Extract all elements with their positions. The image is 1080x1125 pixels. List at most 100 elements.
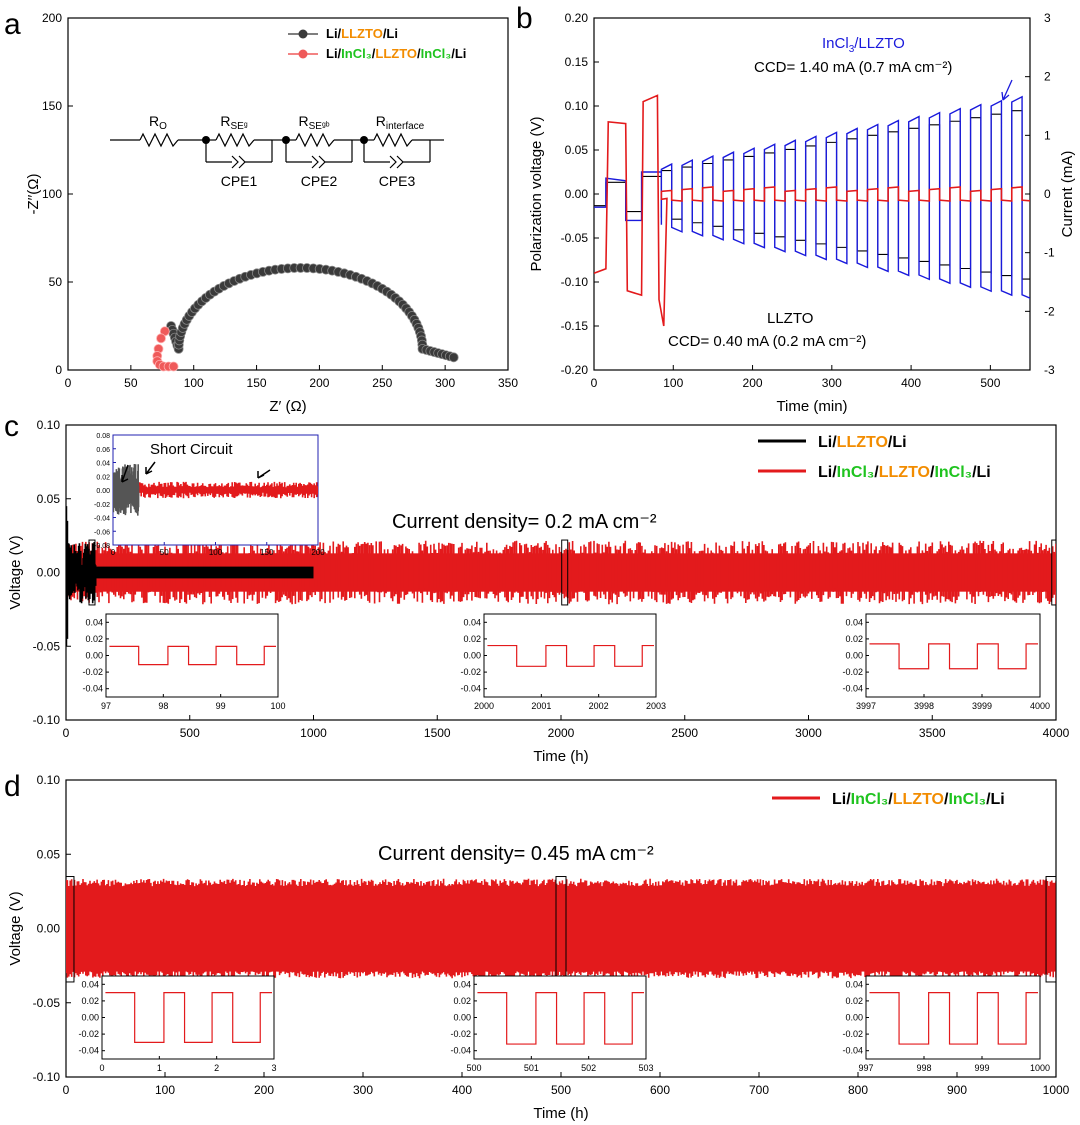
- panel-letter: a: [4, 8, 21, 41]
- inset-x-tick-label: 998: [916, 1063, 931, 1073]
- cpe-symbol: [231, 155, 246, 169]
- legend-marker: [298, 49, 308, 59]
- y-tick-label: -0.20: [561, 363, 589, 377]
- x-tick-label: 500: [980, 376, 1000, 390]
- x-tick-label: 1500: [424, 726, 451, 740]
- x-tick-label: 4000: [1043, 726, 1070, 740]
- inset-y-tick-label: 0.00: [96, 488, 110, 495]
- legend-text-part: Li/: [818, 464, 837, 481]
- inset-y-tick-label: 0.02: [845, 996, 863, 1006]
- inset-x-tick-label: 3997: [856, 701, 876, 711]
- panel-d-axes: 0 100 200 300 400 500 600 700 800 900 1000 -0.10 -0.…: [7, 773, 1070, 1122]
- series-current-line: [594, 110, 1030, 280]
- inset-x-tick-label: 99: [216, 701, 226, 711]
- cpe-label: CPE2: [301, 173, 338, 189]
- inset-y-tick-label: -0.02: [460, 667, 481, 677]
- inset-arrow: [257, 469, 271, 479]
- plot-area: [66, 506, 1056, 647]
- y2-tick-label: -2: [1044, 304, 1055, 318]
- resistor-label: Rinterface: [376, 113, 425, 132]
- legend-text-part: InCl₃: [421, 46, 452, 61]
- x-tick-label: 3500: [919, 726, 946, 740]
- inset-x-tick-label: 999: [974, 1063, 989, 1073]
- zoom-marker: [1045, 876, 1056, 983]
- inset-y-tick-label: 0.02: [845, 634, 863, 644]
- inset-y-tick-label: -0.04: [842, 684, 863, 694]
- inset-x-tick-label: 1: [157, 1063, 162, 1073]
- legend-text-part: LLZTO: [375, 46, 417, 61]
- x-tick-label: 0: [63, 1083, 70, 1097]
- y-tick-label: -0.10: [33, 1070, 61, 1084]
- legend-text-part: InCl₃: [341, 46, 372, 61]
- legend-text-part: /: [874, 464, 879, 481]
- legend-text-part: InCl₃: [837, 464, 875, 481]
- inset-arrow: [121, 464, 129, 483]
- x-tick-label: 500: [551, 1083, 571, 1097]
- cpe-symbol: [389, 155, 404, 169]
- voltage-band-black: [66, 566, 314, 579]
- legend-text-part: /: [372, 46, 376, 61]
- x-tick-label: 3000: [795, 726, 822, 740]
- legend-entry: Li/LLZTO/Li: [326, 26, 398, 41]
- inset-x-tick-label: 2: [214, 1063, 219, 1073]
- y-tick-label: -0.10: [33, 713, 61, 727]
- y-tick-label: 0.20: [565, 11, 589, 25]
- inset-x-tick-label: 501: [524, 1063, 539, 1073]
- inset-y-tick-label: 0.04: [453, 979, 471, 989]
- resistor-label: RSEᵍ: [220, 113, 247, 132]
- inset-plot: -0.04 -0.02 0.00 0.02 0.04 3997 3998 3999 4000: [842, 613, 1050, 711]
- inset-y-tick-label: 0.00: [463, 651, 481, 661]
- inset-y-tick-label: 0.04: [85, 617, 103, 627]
- resistor-symbol: [139, 132, 179, 148]
- y2-tick-label: -3: [1044, 363, 1055, 377]
- inset-y-tick-label: 0.02: [453, 996, 471, 1006]
- x-tick-label: 300: [353, 1083, 373, 1097]
- legend-text-part: /Li: [888, 434, 907, 451]
- zoom-marker: [561, 539, 569, 606]
- y-axis-label: Voltage (V): [7, 535, 24, 609]
- x-axis-label: Z′ (Ω): [269, 398, 306, 415]
- legend-text-part: LLZTO: [879, 464, 930, 481]
- x-tick-label: 700: [749, 1083, 769, 1097]
- inset-frame: [483, 613, 657, 698]
- inset-y-tick-label: -0.06: [94, 529, 110, 536]
- legend-text-part: /: [888, 791, 893, 808]
- inset-y-tick-label: 0.00: [85, 651, 103, 661]
- short-circuit-spike: [66, 506, 69, 647]
- legend-entry: Li/InCl₃/LLZTO/InCl₃/Li: [818, 464, 991, 481]
- chart-title: Current density= 0.45 mA cm⁻²: [378, 843, 654, 865]
- data-point-llzto: [448, 352, 459, 363]
- y-tick-label: -0.05: [33, 996, 61, 1010]
- inset-frame: [865, 613, 1041, 698]
- y-tick-label: 0.00: [37, 922, 61, 936]
- inset-x-tick-label: 50: [160, 548, 169, 557]
- voltage-trace: [113, 464, 140, 516]
- inset-x-tick-label: 2000: [474, 701, 494, 711]
- y-tick-label: 0.00: [37, 566, 61, 580]
- inset-y-tick-label: 0.00: [81, 1013, 99, 1023]
- resistor-symbol: [373, 132, 413, 148]
- inset-trace: [869, 643, 1038, 670]
- legend-text-part: /Li: [986, 791, 1005, 808]
- zoom-marker: [88, 539, 96, 606]
- x-tick-label: 250: [372, 376, 392, 390]
- y-axis-label: Voltage (V): [7, 891, 24, 965]
- inset-x-tick-label: 100: [209, 548, 223, 557]
- inset-y-tick-label: 0.00: [845, 651, 863, 661]
- inset-frame: [865, 975, 1041, 1060]
- inset-y-tick-label: -0.04: [78, 1046, 99, 1056]
- inset-y-tick-label: 0.00: [453, 1013, 471, 1023]
- inset-y-tick-label: 0.02: [81, 996, 99, 1006]
- legend-text-part: Li/: [818, 434, 837, 451]
- legend-text-part: InCl₃: [851, 791, 889, 808]
- y-tick-label: -0.10: [561, 275, 589, 289]
- data-point-incl3: [168, 361, 179, 372]
- inset-y-tick-label: -0.04: [94, 516, 110, 523]
- inset-x-tick-label: 3: [271, 1063, 276, 1073]
- panel-letter: b: [516, 2, 533, 35]
- panel-b-axes: 0 100 200 300 400 500 -0.20 -0.15 -0.10 -0.05 0.00…: [528, 11, 1076, 415]
- panel-c-axes: 0 500 1000 1500 2000 2500 3000 3500 4000-0.10-0.…: [7, 418, 1070, 765]
- x-tick-label: 0: [63, 726, 70, 740]
- inset-y-tick-label: 0.02: [85, 634, 103, 644]
